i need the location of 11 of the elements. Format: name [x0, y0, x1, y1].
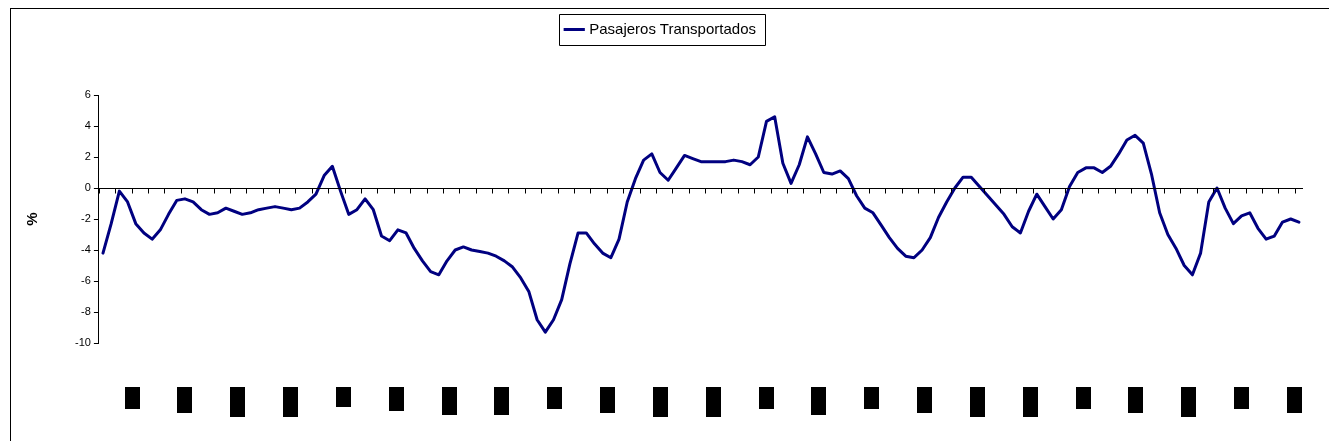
y-tick-label: -8 [81, 305, 91, 318]
y-tick-label: 6 [84, 88, 91, 101]
y-tick-label: 4 [84, 119, 91, 132]
y-tick-label: -6 [81, 274, 91, 287]
legend-label: Pasajeros Transportados [589, 19, 756, 37]
y-axis-title: % [23, 212, 41, 226]
y-tick-label: 2 [84, 150, 91, 163]
y-tick-label: -2 [81, 212, 91, 225]
y-tick-label: -4 [81, 243, 91, 256]
y-tick-label: 0 [84, 181, 91, 194]
y-tick-label: -10 [74, 336, 91, 349]
